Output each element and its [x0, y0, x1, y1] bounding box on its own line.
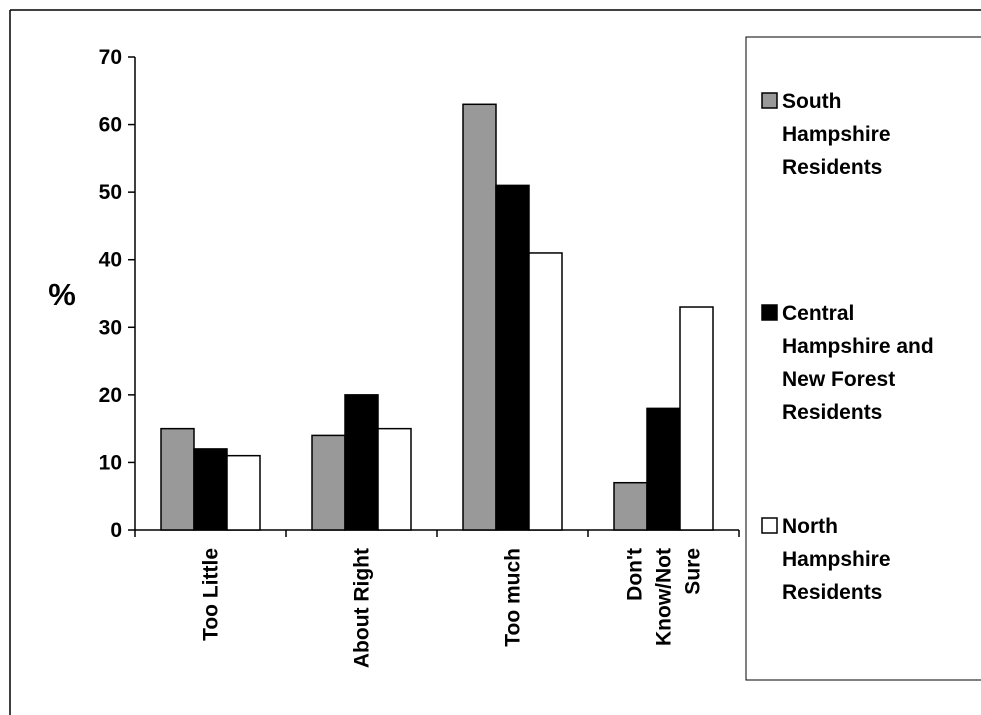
- bar: [462, 103, 497, 531]
- y-tick-label: 60: [99, 114, 122, 137]
- plot-area: 0 10 20 30 40 50 60 70% Too Little About Right Too…: [48, 46, 740, 668]
- bar: [495, 184, 530, 531]
- y-tick-label: 20: [99, 384, 122, 407]
- x-tick-label: Too Little: [200, 548, 223, 641]
- y-tick-label: 50: [99, 181, 122, 204]
- legend-label: Hampshire: [782, 548, 891, 571]
- legend-label: Residents: [782, 581, 882, 604]
- legend: South Hampshire Residents Central Hampshire …: [745, 36, 981, 681]
- bar: [377, 427, 412, 531]
- legend-box: [745, 36, 981, 681]
- x-tick-label: Don't: [624, 548, 647, 601]
- legend-label: Residents: [782, 156, 882, 179]
- y-tick-label: 70: [99, 46, 122, 69]
- bar: [160, 427, 195, 531]
- legend-label: Residents: [782, 401, 882, 424]
- y-tick-label: 0: [110, 519, 122, 542]
- legend-label: Central: [782, 302, 854, 325]
- legend-label: North: [782, 515, 838, 538]
- x-tick-label: Sure: [682, 548, 705, 595]
- legend-label: South: [782, 90, 841, 113]
- bar: [646, 407, 681, 531]
- x-tick-label: About Right: [351, 548, 374, 668]
- bar: [344, 394, 379, 531]
- bar: [226, 454, 261, 531]
- legend-swatch: [761, 92, 778, 109]
- bar: [311, 434, 346, 531]
- y-tick-label: 10: [99, 451, 122, 474]
- bar: [193, 448, 228, 531]
- bar: [528, 252, 563, 531]
- legend-swatch: [761, 517, 778, 534]
- bar: [613, 481, 648, 531]
- x-tick-label: Too much: [502, 548, 525, 647]
- y-tick-label: 40: [99, 249, 122, 272]
- y-axis-title: %: [48, 277, 76, 312]
- legend-label: Hampshire: [782, 123, 891, 146]
- legend-label: Hampshire and: [782, 335, 934, 358]
- x-tick-label: Know/Not: [653, 548, 676, 646]
- legend-swatch: [761, 304, 778, 321]
- bar: [679, 306, 714, 531]
- legend-label: New Forest: [782, 368, 895, 391]
- y-tick-label: 30: [99, 316, 122, 339]
